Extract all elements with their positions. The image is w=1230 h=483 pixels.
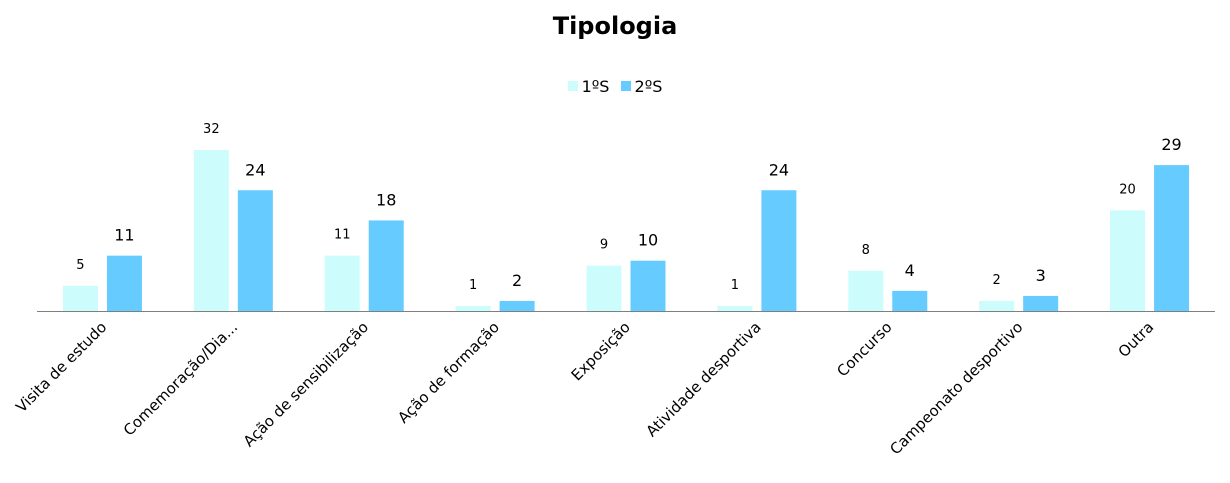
data-label-series-1-2: 32 xyxy=(203,122,220,137)
bar-series-1-8 xyxy=(979,300,1015,311)
legend-swatch-series-1 xyxy=(567,81,578,91)
x-tick-label-8: Campeonato desportivo xyxy=(886,318,1026,458)
data-label-series-1-6: 1 xyxy=(731,278,739,293)
x-tick-label-7: Concurso xyxy=(833,318,895,380)
data-label-series-1-1: 5 xyxy=(76,258,84,273)
bar-series-1-7 xyxy=(848,270,884,311)
bar-series-2-9 xyxy=(1154,165,1190,311)
bar-series-1-4 xyxy=(455,305,491,311)
bar-series-2-5 xyxy=(630,260,666,311)
legend-swatch-series-2 xyxy=(620,81,631,91)
bar-series-2-7 xyxy=(892,290,928,311)
data-label-series-1-9: 20 xyxy=(1119,182,1136,197)
bar-series-2-4 xyxy=(499,300,535,311)
bar-series-2-2 xyxy=(237,190,273,311)
data-label-series-2-7: 4 xyxy=(905,261,915,280)
bar-series-1-2 xyxy=(193,150,229,311)
bar-series-2-1 xyxy=(106,255,142,311)
bar-series-1-3 xyxy=(324,255,360,311)
legend-label-series-1: 1ºS xyxy=(581,76,610,96)
data-label-series-1-3: 11 xyxy=(334,228,351,243)
x-tick-label-4: Ação de formação xyxy=(394,318,503,427)
bar-series-2-6 xyxy=(761,190,797,311)
x-tick-label-1: Visita de estudo xyxy=(12,318,110,416)
bar-series-1-1 xyxy=(62,285,98,311)
data-label-series-2-3: 18 xyxy=(376,190,396,209)
x-tick-label-9: Outra xyxy=(1115,318,1158,361)
bar-series-2-8 xyxy=(1023,295,1059,311)
chart-title: Tipologia xyxy=(552,12,678,40)
bar-series-1-9 xyxy=(1110,210,1146,311)
legend-item-series-2: 2ºS xyxy=(620,76,663,96)
data-label-series-2-6: 24 xyxy=(769,160,789,179)
data-label-series-2-5: 10 xyxy=(638,231,658,250)
data-label-series-2-1: 11 xyxy=(114,226,134,245)
data-label-series-1-5: 9 xyxy=(600,238,608,253)
data-label-series-2-2: 24 xyxy=(245,160,265,179)
data-label-series-2-4: 2 xyxy=(512,271,522,290)
x-tick-label-5: Exposição xyxy=(568,318,634,384)
data-label-series-1-4: 1 xyxy=(469,278,477,293)
data-label-series-2-8: 3 xyxy=(1036,266,1046,285)
x-tick-label-6: Atividade desportiva xyxy=(642,318,764,440)
data-label-series-2-9: 29 xyxy=(1161,135,1181,154)
legend-item-series-1: 1ºS xyxy=(567,76,610,96)
data-label-series-1-7: 8 xyxy=(862,243,870,258)
data-label-series-1-8: 2 xyxy=(993,273,1001,288)
legend-label-series-2: 2ºS xyxy=(634,76,663,96)
bar-series-1-6 xyxy=(717,305,753,311)
bar-series-2-3 xyxy=(368,220,404,311)
x-tick-label-2: Comemoração/Dia... xyxy=(120,318,241,439)
bar-series-1-5 xyxy=(586,265,622,311)
x-tick-label-3: Ação de sensibilização xyxy=(240,318,372,450)
chart-legend: 1ºS 2ºS xyxy=(0,76,1230,96)
